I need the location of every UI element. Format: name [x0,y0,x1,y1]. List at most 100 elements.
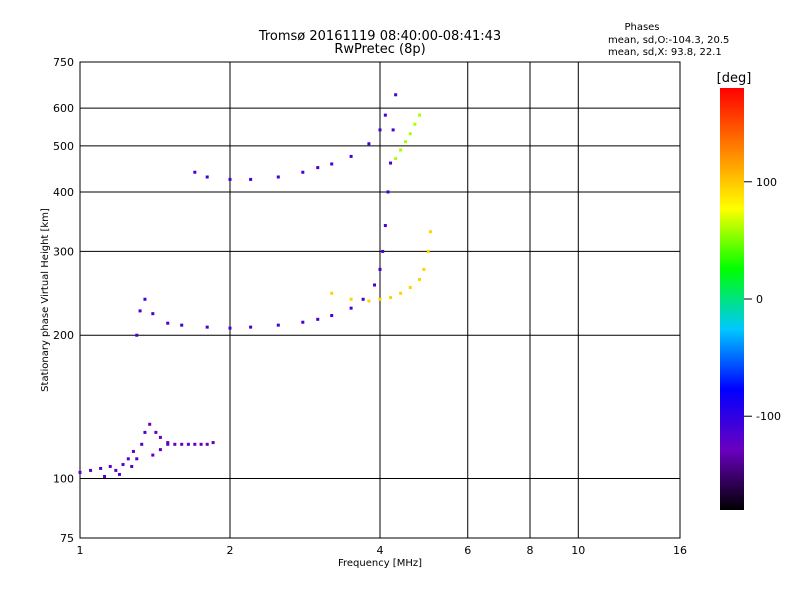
data-point [151,312,155,316]
data-point [378,297,382,301]
colorbar-tick-label: -100 [756,410,781,423]
y-tick-label: 100 [53,473,74,486]
x-tick-label: 4 [377,544,384,557]
data-point [205,442,209,446]
y-tick-label: 500 [53,140,74,153]
data-point [399,291,403,295]
data-point [205,175,209,179]
data-point [316,166,320,170]
data-point [89,468,93,472]
y-tick-label: 750 [53,56,74,69]
data-point [426,249,430,253]
data-point [140,442,144,446]
data-point [130,464,134,468]
chart-subtitle: RwPretec (8p) [334,42,425,57]
data-point [301,170,305,174]
data-point [403,140,407,144]
x-tick-label: 1 [77,544,84,557]
data-point [389,161,393,165]
data-point [143,297,147,301]
data-point [276,323,280,327]
data-point [417,277,421,281]
data-point [330,291,334,295]
data-point [228,326,232,330]
data-point [413,122,417,126]
data-point [417,113,421,117]
colorbar-tick-label: 100 [756,176,777,189]
chart-title: Tromsø 20161119 08:40:00-08:41:43 [258,29,501,44]
data-point [330,162,334,166]
stats-line-x: mean, sd,X: 93.8, 22.1 [608,47,722,58]
data-point [108,464,112,468]
colorbar-tick-label: 0 [756,293,763,306]
x-tick-label: 8 [527,544,534,557]
data-point [135,457,139,461]
data-point [166,321,170,325]
x-axis-label: Frequency [MHz] [338,558,422,569]
x-axis-ticks: 1 2 4 6 8 10 16 [77,544,688,557]
data-point [276,175,280,179]
data-point [383,224,387,228]
data-point [349,306,353,310]
data-point [158,448,162,452]
data-point [330,314,334,318]
y-tick-label: 200 [53,329,74,342]
data-point [367,299,371,303]
data-point [394,157,398,161]
y-axis-ticks: 75 100 200 300 400 500 600 750 [53,56,74,545]
x-tick-label: 10 [571,544,585,557]
data-point [151,453,155,457]
data-point [211,441,215,445]
data-point [301,320,305,324]
data-point [143,430,147,434]
data-point [99,466,103,470]
data-point [199,442,203,446]
stats-heading: Phases [624,22,659,33]
colorbar-label: [deg] [717,71,752,86]
data-point [193,442,197,446]
data-point [378,128,382,132]
y-tick-label: 600 [53,102,74,115]
data-point [173,442,177,446]
data-point [422,267,426,271]
data-point [166,442,170,446]
y-tick-label: 75 [60,532,74,545]
y-tick-label: 400 [53,186,74,199]
data-point [361,297,365,301]
colorbar-ticks: 100 0 -100 [744,176,781,423]
data-point [180,442,184,446]
data-point [408,285,412,289]
data-point [158,435,162,439]
data-point [126,457,130,461]
data-point [154,430,158,434]
data-point [131,449,135,453]
colorbar [720,88,744,510]
stats-line-o: mean, sd,O:-104.3, 20.5 [608,35,729,46]
data-point [180,323,184,327]
y-tick-label: 300 [53,245,74,258]
data-point [316,317,320,321]
data-point [428,230,432,234]
data-point [381,249,385,253]
data-point [148,422,152,426]
data-point [349,154,353,158]
data-points [78,93,432,478]
data-point [394,93,398,97]
x-tick-label: 2 [227,544,234,557]
data-point [373,283,377,287]
data-point [367,142,371,146]
y-axis-label: Stationary phase Virtual Height [km] [40,208,51,392]
data-point [249,325,253,329]
data-point [135,333,139,337]
data-point [349,297,353,301]
data-point [399,148,403,152]
data-point [389,296,393,300]
data-point [391,128,395,132]
data-point [386,190,390,194]
data-point [408,132,412,136]
x-tick-label: 6 [464,544,471,557]
x-tick-label: 16 [673,544,687,557]
data-point [383,113,387,117]
data-point [138,309,142,313]
